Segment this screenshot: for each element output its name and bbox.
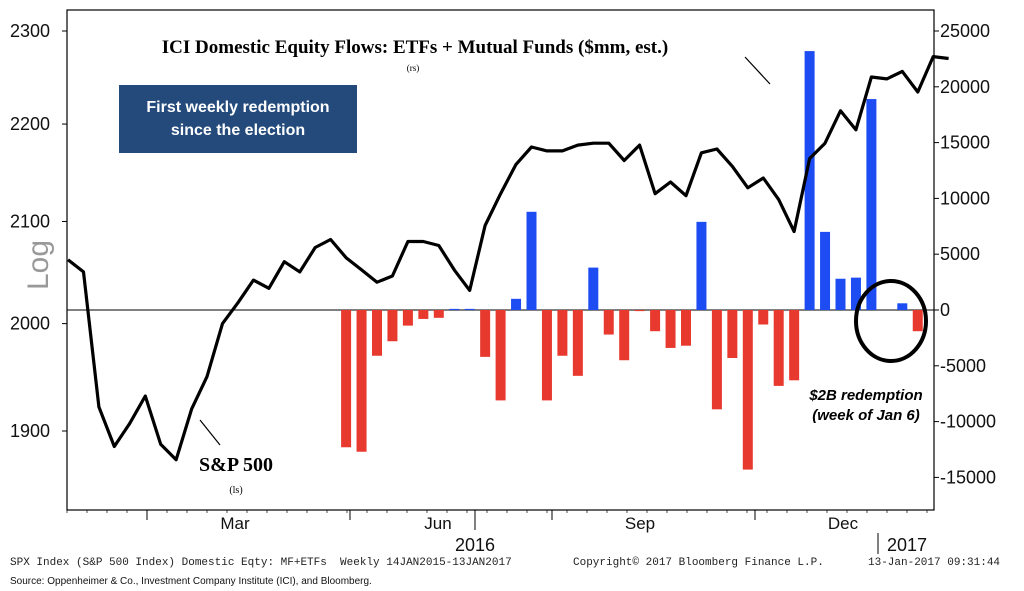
sp500-axis-tag: (ls) [229, 485, 242, 496]
flow-bar [773, 310, 784, 386]
title-axis-tag: (rs) [407, 63, 420, 73]
right-tick-label: 5000 [940, 244, 980, 264]
flow-bar [418, 310, 429, 319]
election-callout-box: First weekly redemption since the electi… [119, 85, 357, 153]
flow-bar [572, 310, 583, 376]
flow-bar [835, 278, 846, 310]
left-tick-label: 2000 [10, 314, 50, 334]
flow-bar [758, 310, 769, 325]
left-axis-label: Log [22, 240, 55, 290]
right-tick-label: 15000 [940, 133, 990, 153]
flow-bar [665, 310, 676, 348]
flow-bar [789, 310, 800, 381]
source-note: Source: Oppenheimer & Co., Investment Co… [10, 576, 372, 587]
flow-bar [804, 51, 815, 310]
left-tick-label: 2300 [10, 21, 50, 41]
redemption-circle [854, 279, 928, 363]
flow-bar [681, 310, 691, 346]
right-tick-label: -5000 [940, 356, 986, 376]
flow-bar [619, 310, 630, 361]
left-tick-label: 1900 [10, 421, 50, 441]
title-leader-line [744, 56, 771, 85]
right-tick-label: 25000 [940, 21, 990, 41]
flow-bar [603, 310, 614, 335]
footer-center: Copyright© 2017 Bloomberg Finance L.P. [573, 557, 824, 569]
right-tick-label: 10000 [940, 188, 990, 208]
flow-bar [696, 221, 707, 310]
flow-bar [742, 310, 753, 470]
flow-bar [820, 231, 831, 310]
x-month-label: Sep [625, 514, 655, 533]
right-tick-label: -15000 [940, 467, 996, 487]
flow-bar [341, 310, 352, 448]
annotations: ICI Domestic Equity Flows: ETFs + Mutual… [162, 37, 928, 496]
flow-bar [711, 310, 722, 410]
footer-left: SPX Index (S&P 500 Index) Domestic Eqty:… [10, 557, 512, 569]
flow-bar [402, 310, 413, 326]
bar-series [341, 51, 923, 470]
flow-bar [557, 310, 568, 356]
flow-bar [464, 308, 475, 310]
x-month-label: Dec [828, 514, 859, 533]
left-tick-label: 2100 [10, 211, 50, 231]
flow-bar [372, 310, 382, 356]
flow-bar [912, 310, 923, 332]
flow-bar [449, 308, 460, 310]
x-month-label: Jun [424, 514, 451, 533]
flow-bar [433, 310, 444, 318]
callout-line-2: since the election [170, 122, 306, 139]
x-month-label: Mar [220, 514, 250, 533]
chart-title: ICI Domestic Equity Flows: ETFs + Mutual… [162, 37, 668, 58]
x-year-label: 2016 [455, 535, 495, 555]
flow-bar [727, 310, 738, 358]
footer-right: 13-Jan-2017 09:31:44 [868, 557, 1001, 569]
line-series-layer [67, 54, 949, 462]
right-tick-label: -10000 [940, 412, 996, 432]
flow-bar [541, 310, 552, 401]
flow-bar [897, 303, 908, 310]
left-tick-label: 2200 [10, 114, 50, 134]
right-tick-label: 20000 [940, 77, 990, 97]
flow-bar [511, 298, 522, 310]
flow-bar [356, 310, 367, 452]
plot-border [66, 9, 935, 511]
callout-line-1: First weekly redemption [146, 99, 330, 116]
x-year-label: 2017 [887, 535, 927, 555]
flow-bar [480, 310, 491, 357]
flow-bar [866, 99, 877, 311]
flow-bar [588, 267, 599, 310]
axes: 1900 2000 2100 2200 2300 Log -15000 -10000 -5000… [10, 21, 996, 555]
flow-bar [387, 310, 398, 342]
sp500-line-label: S&P 500 [199, 454, 273, 476]
flow-bar [650, 310, 661, 332]
sp500-leader-line [199, 419, 221, 446]
redemption-note-line-1: $2B redemption [808, 387, 922, 404]
flow-bar [526, 211, 537, 310]
redemption-note-line-2: (week of Jan 6) [812, 407, 920, 424]
flow-bar [850, 277, 861, 310]
flow-bar [495, 310, 506, 401]
right-tick-label: 0 [940, 300, 950, 320]
sp500-line [67, 54, 949, 462]
flow-bar [634, 310, 645, 312]
